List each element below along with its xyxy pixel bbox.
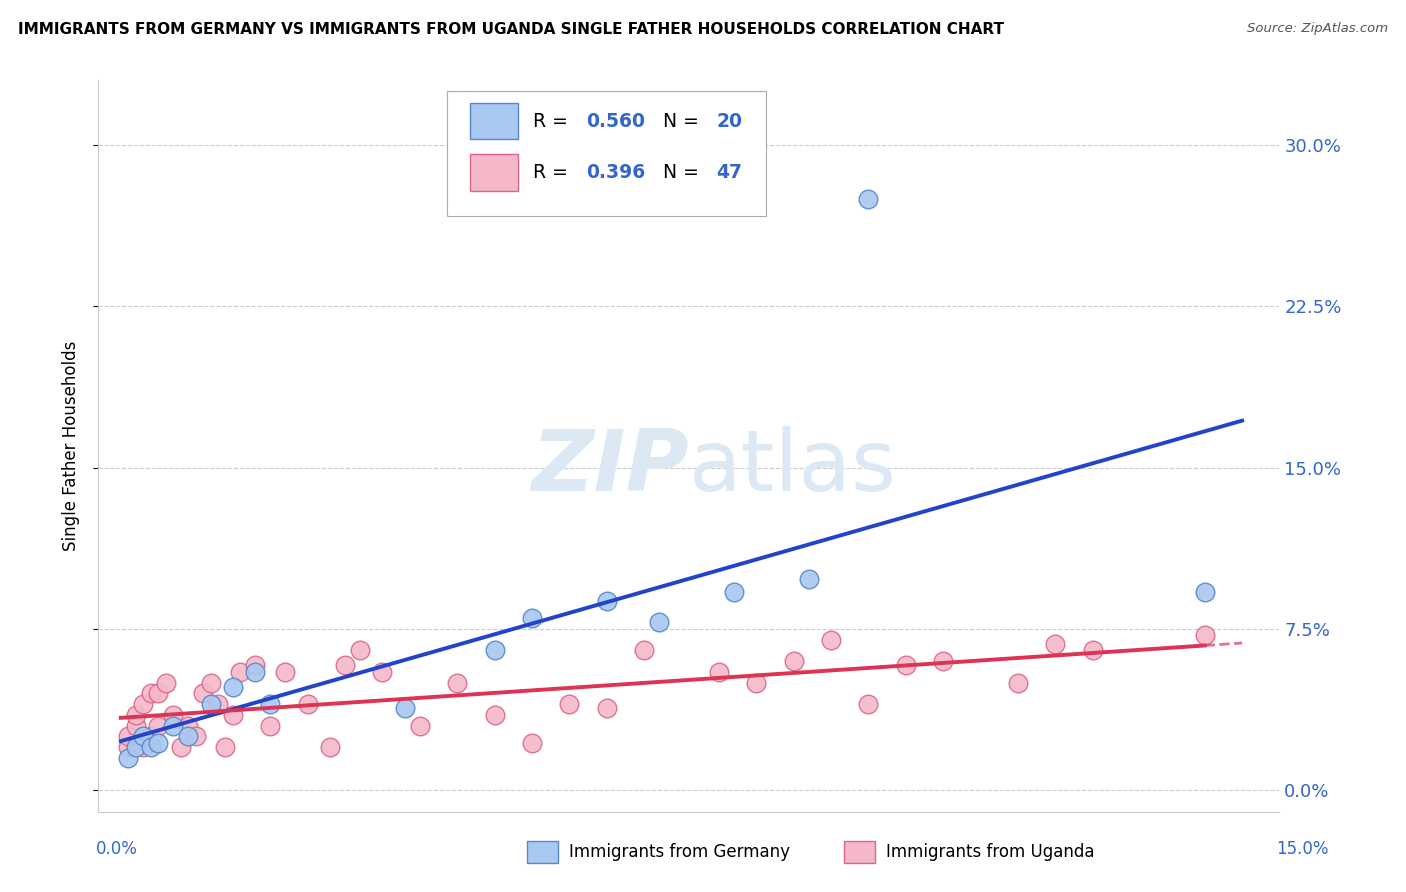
Text: N =: N = (664, 112, 704, 130)
Point (596, 701, 619, 715)
Point (782, 654, 804, 668)
Point (1007, 675, 1029, 690)
Point (125, 707, 148, 722)
Point (820, 632, 842, 647)
Point (558, 697, 581, 711)
Point (148, 686, 170, 700)
Point (200, 675, 222, 690)
Point (707, 665, 730, 679)
Point (148, 719, 170, 733)
Point (446, 675, 468, 690)
Text: 15.0%: 15.0% (1277, 840, 1329, 858)
FancyBboxPatch shape (447, 91, 766, 216)
Point (155, 675, 177, 690)
Point (319, 740, 342, 755)
Text: R =: R = (533, 112, 574, 130)
Point (162, 719, 184, 733)
Point (222, 707, 245, 722)
Point (184, 730, 207, 744)
Point (177, 719, 200, 733)
Point (745, 675, 768, 690)
Text: Source: ZipAtlas.com: Source: ZipAtlas.com (1247, 22, 1388, 36)
Text: Immigrants from Uganda: Immigrants from Uganda (886, 843, 1094, 862)
Bar (471, 154, 517, 191)
Point (1194, 585, 1216, 599)
Text: 47: 47 (716, 163, 742, 182)
Point (125, 719, 148, 733)
Point (117, 740, 139, 755)
Point (520, 611, 543, 625)
Point (139, 740, 162, 755)
Point (259, 719, 281, 733)
Point (333, 658, 356, 673)
Point (132, 697, 155, 711)
Point (259, 697, 281, 711)
Point (169, 740, 191, 755)
Point (648, 615, 671, 630)
Point (132, 730, 155, 744)
Point (139, 686, 162, 700)
Point (125, 740, 148, 755)
Point (797, 573, 820, 587)
Point (932, 654, 955, 668)
Point (117, 751, 139, 765)
Point (520, 736, 543, 750)
Point (409, 719, 432, 733)
Point (200, 697, 222, 711)
Text: Immigrants from Germany: Immigrants from Germany (569, 843, 790, 862)
Point (207, 697, 229, 711)
Point (633, 643, 655, 657)
Point (371, 665, 394, 679)
Point (177, 730, 200, 744)
Point (1194, 628, 1216, 642)
Point (484, 707, 506, 722)
Point (349, 643, 371, 657)
Point (858, 697, 880, 711)
Point (148, 736, 170, 750)
Text: 0.396: 0.396 (586, 163, 645, 182)
Point (214, 740, 236, 755)
Text: 0.560: 0.560 (586, 112, 645, 130)
Point (858, 192, 880, 206)
Point (1045, 637, 1067, 651)
Text: ZIP: ZIP (531, 426, 689, 509)
Point (484, 643, 506, 657)
Point (117, 730, 139, 744)
Text: N =: N = (664, 163, 704, 182)
Point (245, 658, 267, 673)
Point (1081, 643, 1104, 657)
Point (162, 707, 184, 722)
Point (229, 665, 252, 679)
Point (139, 730, 162, 744)
Text: 0.0%: 0.0% (96, 840, 138, 858)
Point (274, 665, 297, 679)
Point (596, 594, 619, 608)
Text: R =: R = (533, 163, 574, 182)
Text: IMMIGRANTS FROM GERMANY VS IMMIGRANTS FROM UGANDA SINGLE FATHER HOUSEHOLDS CORRE: IMMIGRANTS FROM GERMANY VS IMMIGRANTS FR… (18, 22, 1004, 37)
Text: atlas: atlas (689, 426, 897, 509)
Point (394, 701, 416, 715)
Point (245, 665, 267, 679)
Text: 20: 20 (716, 112, 742, 130)
Point (222, 680, 245, 694)
Point (191, 686, 214, 700)
Bar (471, 103, 517, 139)
Point (297, 697, 319, 711)
Y-axis label: Single Father Households: Single Father Households (62, 341, 80, 551)
Point (132, 740, 155, 755)
Point (894, 658, 917, 673)
Point (723, 585, 745, 599)
